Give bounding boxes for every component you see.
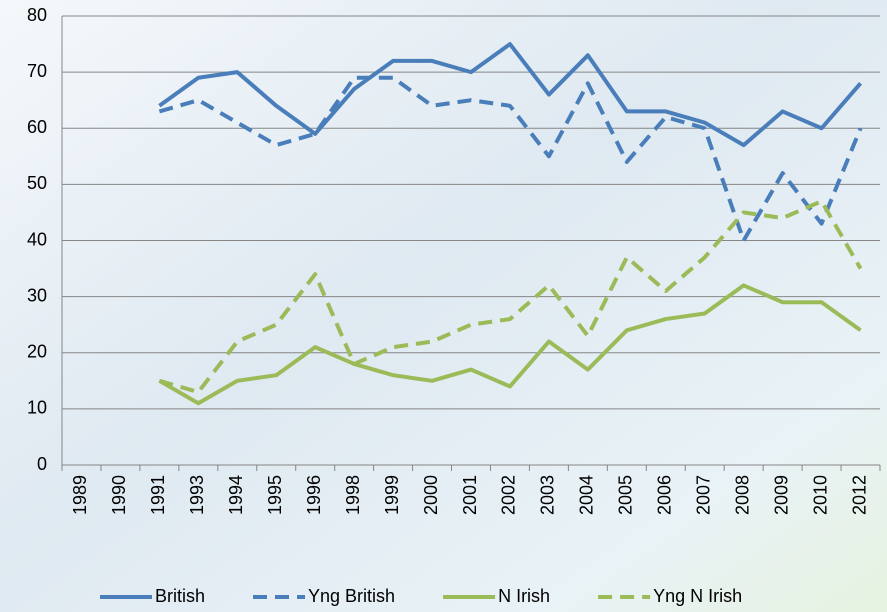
x-tick-label: 1991 — [148, 475, 168, 515]
legend-label: Yng N Irish — [653, 586, 742, 606]
x-tick-label: 1999 — [382, 475, 402, 515]
x-tick-label: 2006 — [655, 475, 675, 515]
x-tick-label: 2008 — [732, 475, 752, 515]
x-tick-label: 2009 — [771, 475, 791, 515]
y-tick-label: 70 — [27, 61, 47, 81]
series-line — [158, 199, 863, 395]
series-line — [158, 75, 863, 243]
x-tick-label: 2005 — [616, 475, 636, 515]
series-line — [158, 283, 862, 406]
x-tick-label: 2001 — [460, 475, 480, 515]
y-tick-label: 0 — [37, 454, 47, 474]
y-tick-label: 50 — [27, 173, 47, 193]
x-tick-label: 1994 — [226, 475, 246, 515]
legend-label: N Irish — [498, 586, 550, 606]
y-tick-label: 40 — [27, 229, 47, 249]
legend-label: British — [155, 586, 205, 606]
y-tick-label: 60 — [27, 117, 47, 137]
x-tick-label: 2002 — [499, 475, 519, 515]
x-tick-label: 1996 — [304, 475, 324, 515]
x-tick-label: 1998 — [343, 475, 363, 515]
series-line — [158, 42, 863, 148]
x-tick-label: 1993 — [187, 475, 207, 515]
x-tick-label: 2010 — [810, 475, 830, 515]
x-tick-label: 1989 — [70, 475, 90, 515]
y-tick-label: 20 — [27, 342, 47, 362]
x-tick-label: 1995 — [265, 475, 285, 515]
legend-label: Yng British — [308, 586, 395, 606]
x-tick-label: 2012 — [849, 475, 869, 515]
y-tick-label: 10 — [27, 398, 47, 418]
x-tick-label: 1990 — [109, 475, 129, 515]
y-tick-label: 30 — [27, 285, 47, 305]
x-tick-label: 2004 — [577, 475, 597, 515]
x-tick-label: 2003 — [538, 475, 558, 515]
x-tick-label: 2000 — [421, 475, 441, 515]
x-tick-label: 2007 — [693, 475, 713, 515]
y-tick-label: 80 — [27, 5, 47, 25]
